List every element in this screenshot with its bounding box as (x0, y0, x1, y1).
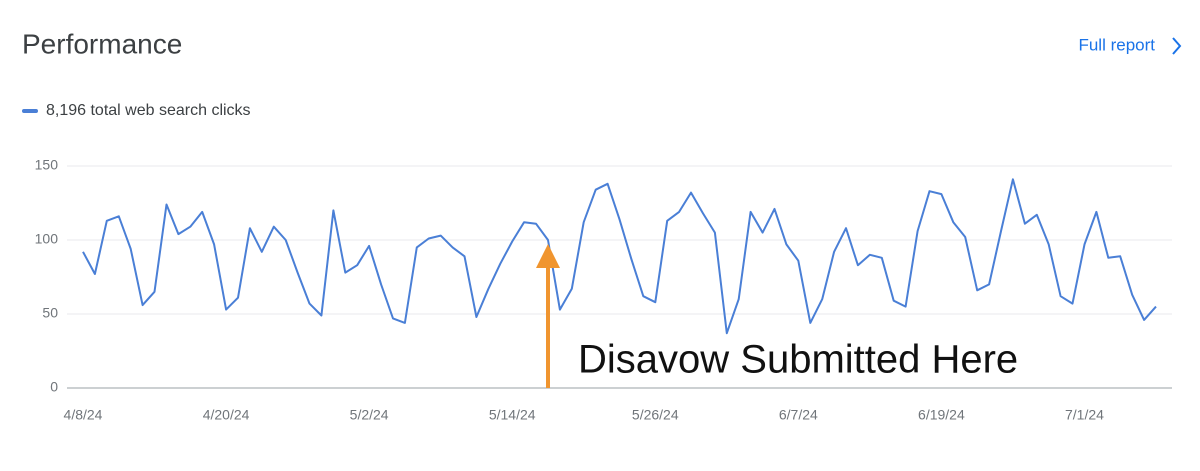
chart-title: Performance (22, 28, 182, 59)
x-tick-label: 5/2/24 (350, 407, 389, 423)
full-report-link[interactable]: Full report (1078, 35, 1155, 54)
annotation: Disavow Submitted Here (578, 338, 1018, 382)
x-tick-label: 7/1/24 (1065, 407, 1104, 423)
y-tick-label: 150 (35, 157, 59, 173)
x-tick-label: 5/14/24 (489, 407, 536, 423)
y-tick-label: 0 (50, 379, 58, 395)
y-tick-label: 50 (42, 305, 58, 321)
annotation-arrowhead (536, 244, 560, 268)
legend-label: 8,196 total web search clicks (46, 102, 251, 119)
x-tick-label: 4/8/24 (64, 407, 103, 423)
x-tick-label: 6/19/24 (918, 407, 965, 423)
x-tick-label: 6/7/24 (779, 407, 818, 423)
x-tick-label: 4/20/24 (203, 407, 250, 423)
x-tick-label: 5/26/24 (632, 407, 679, 423)
chevron-icon[interactable] (1172, 37, 1182, 55)
y-tick-label: 100 (35, 231, 59, 247)
series-line (82, 178, 1157, 335)
